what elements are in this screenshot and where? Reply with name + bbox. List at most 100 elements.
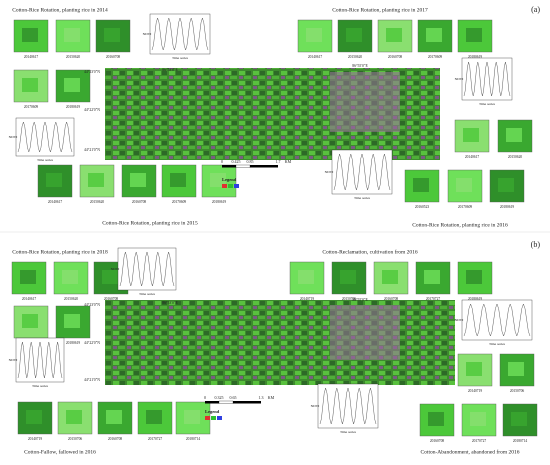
group-caption: Cotton-Reclamation, cultivation from 201… [322,248,418,255]
legend-swatch [228,184,233,188]
coordinate-label: 44°21'0"N [84,148,100,152]
group-caption: Cotton-Abandonment, abandoned from 2016 [421,448,520,455]
thumbnail-field [64,78,80,92]
coordinate-label: 86°53'0"E [162,68,178,72]
thumbnail-field [511,412,527,426]
coordinate-label: 86°55'0"E [352,298,368,302]
thumbnail-field [306,28,322,42]
thumbnail-date: 20160708 [388,55,403,59]
ndvi-label: NDVI [311,404,321,408]
thumbnail-field [456,178,472,192]
thumbnail-field [64,314,80,328]
time-series-line [17,341,63,379]
thumbnail-date: 20170609 [458,205,473,209]
thumbnail-date: 20150620 [348,55,363,59]
thumbnail-date: 20160708 [108,437,123,441]
coordinate-label: 44°23'0"N [84,303,100,307]
time-series-label: Time series [172,56,189,60]
thumbnail-field [46,173,62,187]
thumbnail [121,164,157,198]
scale-label: 1.3 [259,395,264,400]
ndvi-label: NDVI [455,318,465,322]
time-series-chart [317,383,379,429]
group-caption: Cotton-Rice Rotation, planting rice in 2… [12,249,108,255]
thumbnail-date: 20150620 [64,297,79,301]
group-caption: Cotton-Rice Rotation, planting rice in 2… [102,220,198,226]
thumbnail-date: 20180619 [468,55,483,59]
thumbnail [457,261,493,295]
thumbnail-date: 20180619 [212,200,227,204]
panel-label: (a) [531,5,540,14]
thumbnail-date: 20170727 [426,297,441,301]
thumbnail [161,164,197,198]
time-series-chart [461,299,533,341]
thumbnail-field [506,128,522,142]
thumbnail-date: 20160708 [384,297,399,301]
thumbnail-field [426,28,442,42]
thumbnail-date: 20180619 [468,297,483,301]
scale-bar-segment [235,164,251,168]
thumbnail-field [466,28,482,42]
thumbnail-field [102,270,118,284]
legend-title: Legend [205,409,220,414]
time-series-line [463,303,531,337]
time-series-line [463,61,511,97]
thumbnail-date: 20140617 [24,55,39,59]
thumbnail-field [428,412,444,426]
thumbnail-field [466,270,482,284]
time-series-label: Time series [37,158,54,162]
thumbnail-date: 20140617 [465,155,480,159]
thumbnail-field [62,270,78,284]
thumbnail-date: 20140719 [300,297,315,301]
thumbnail [447,169,483,203]
urban-area [330,305,400,360]
thumbnail-date: 20150706 [342,297,357,301]
thumbnail-date: 20150706 [68,437,83,441]
thumbnail-date: 20150706 [510,389,525,393]
thumbnail-date: 20170609 [428,55,443,59]
thumbnail-date: 20140617 [308,55,323,59]
thumbnail-field [413,178,429,192]
scale-label: 0 [204,395,206,400]
time-series-label: Time series [479,102,496,106]
time-series-line [333,153,391,191]
scale-label: 0 [221,159,223,164]
time-series-line [119,251,175,287]
ndvi-label: NDVI [143,32,153,36]
thumbnail-field [106,410,122,424]
legend-swatch [234,184,239,188]
thumbnail-date: 20140617 [48,200,63,204]
thumbnail-field [130,173,146,187]
coordinate-label: 86°53'0"E [162,301,178,305]
time-series-line [17,121,73,153]
thumbnail-date: 20170609 [172,200,187,204]
scale-bar-segment [218,400,234,404]
thumbnail-field [382,270,398,284]
satellite-image [105,300,455,385]
thumbnail-field [386,28,402,42]
time-series-line [319,387,377,425]
time-series-chart [15,117,75,157]
thumbnail-field [498,178,514,192]
ndvi-label: NDVI [111,267,121,271]
time-series-chart [149,13,211,55]
thumbnail-date: 20160708 [132,200,147,204]
coordinate-label: 86°55'0"E [352,64,368,68]
thumbnail-field [104,28,120,42]
thumbnail-date: 20140719 [468,389,483,393]
ndvi-label: NDVI [455,77,465,81]
thumbnail-field [66,410,82,424]
thumbnail-date: 20180619 [500,205,515,209]
legend-swatch [222,184,227,188]
thumbnail-field [470,412,486,426]
coordinate-label: 44°21'0"N [84,378,100,382]
time-series-label: Time series [340,430,357,434]
group-caption: Cotton-Rice Rotation, planting rice in 2… [12,7,108,13]
ndvi-label: NDVI [325,170,335,174]
time-series-chart [117,247,177,291]
thumbnail-field [26,410,42,424]
time-series-chart [331,149,393,195]
time-series-label: Time series [354,196,371,200]
thumbnail-date: 20160523 [415,205,430,209]
